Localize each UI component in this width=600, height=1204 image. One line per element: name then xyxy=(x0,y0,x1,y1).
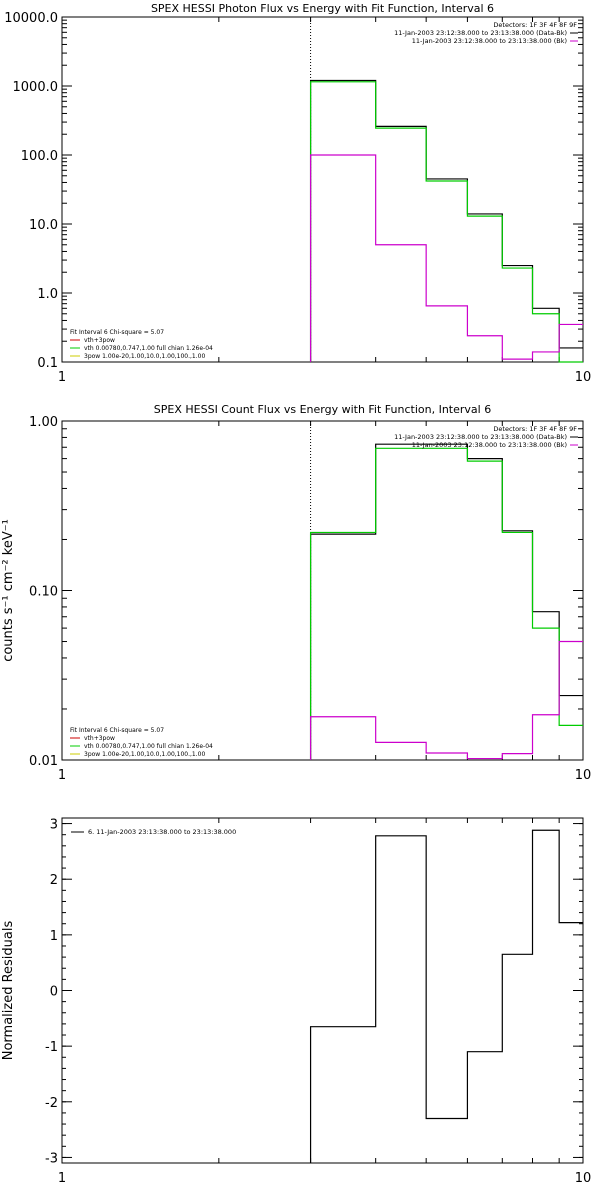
y-tick-label: -2 xyxy=(45,1096,58,1111)
y-tick-label: 1.00 xyxy=(29,415,58,430)
series-step-line-1 xyxy=(309,443,583,760)
legend-entry: Detectors: 1F 3F 4F 8F 9F xyxy=(493,21,577,29)
y-tick-label: 0.10 xyxy=(29,585,58,600)
y-axis-label: Normalized Residuals xyxy=(1,921,16,1061)
legend-entry: Fit Interval 6 Chi-square = 5.07 xyxy=(70,727,164,734)
legend-entry: vth 0.00780,0.747,1.00 full chian 1.26e-… xyxy=(84,743,213,750)
chart-title: SPEX HESSI Count Flux vs Energy with Fit… xyxy=(154,403,491,416)
y-tick-label: 2 xyxy=(50,873,58,888)
x-tick-label: 10 xyxy=(575,1171,592,1186)
legend-entry: 11-Jan-2003 23:12:38.000 to 23:13:38.000… xyxy=(412,441,567,449)
legend-entry: Fit Interval 6 Chi-square = 5.07 xyxy=(70,329,164,336)
x-tick-label: 1 xyxy=(58,1171,66,1186)
chart-panel-2: SPEX HESSI Count Flux vs Energy with Fit… xyxy=(1,403,591,783)
y-tick-label: 100.0 xyxy=(21,149,58,164)
legend-entry: 6. 11-Jan-2003 23:13:38.000 to 23:13:38.… xyxy=(88,828,236,836)
series-step-line-2 xyxy=(309,81,583,363)
series-step-line-2 xyxy=(309,447,583,760)
chart-panel-1: SPEX HESSI Photon Flux vs Energy with Fi… xyxy=(4,2,591,385)
x-tick-label: 1 xyxy=(58,370,66,385)
legend-entry: 3pow 1.00e-20,1.00,10.0,1.00,100.,1.00 xyxy=(84,353,205,360)
legend-entry: vth 0.00780,0.747,1.00 full chian 1.26e-… xyxy=(84,345,213,352)
x-tick-label: 1 xyxy=(58,768,66,783)
y-tick-label: 0.1 xyxy=(37,356,58,371)
chart-panel-3: Normalized Residuals 1 10 -3 -2 -1 0 1 2 3 6. 11-J… xyxy=(1,817,592,1186)
y-axis-label: counts s⁻¹ cm⁻² keV⁻¹ xyxy=(1,519,16,662)
y-tick-label: 10.0 xyxy=(29,218,58,233)
y-tick-label: 10000.0 xyxy=(4,11,58,26)
y-tick-label: -3 xyxy=(45,1151,58,1166)
y-tick-label: 1 xyxy=(50,929,58,944)
y-tick-label: 1000.0 xyxy=(13,80,59,95)
legend-entry: Detectors: 1F 3F 4F 8F 9F xyxy=(493,425,577,433)
x-tick-label: 10 xyxy=(575,768,592,783)
series-step-line-3 xyxy=(309,640,583,760)
y-tick-label: 0 xyxy=(50,985,58,1000)
y-tick-label: 0.01 xyxy=(29,754,58,769)
legend-entry: vth+3pow xyxy=(84,337,115,344)
legend-entry: 3pow 1.00e-20,1.00,10.0,1.00,100.,1.00 xyxy=(84,751,205,758)
legend-entry: 11-Jan-2003 23:12:38.000 to 23:13:38.000… xyxy=(412,37,567,45)
legend-entry: 11-Jan-2003 23:12:38.000 to 23:13:38.000… xyxy=(394,433,567,441)
legend-entry: 11-Jan-2003 23:12:38.000 to 23:13:38.000… xyxy=(394,29,567,37)
series-step-line-1 xyxy=(309,829,583,1163)
x-tick-label: 10 xyxy=(575,370,592,385)
plot-frame xyxy=(61,420,584,761)
legend-entry: vth+3pow xyxy=(84,735,115,742)
chart-title: SPEX HESSI Photon Flux vs Energy with Fi… xyxy=(151,2,494,15)
y-tick-label: 3 xyxy=(50,818,58,833)
series-step-line-1 xyxy=(309,79,583,362)
series-step-line-3 xyxy=(309,154,583,362)
plot-frame xyxy=(61,817,584,1164)
y-tick-label: -1 xyxy=(45,1040,58,1055)
plot-frame xyxy=(61,16,584,363)
y-tick-label: 1.0 xyxy=(37,287,58,302)
